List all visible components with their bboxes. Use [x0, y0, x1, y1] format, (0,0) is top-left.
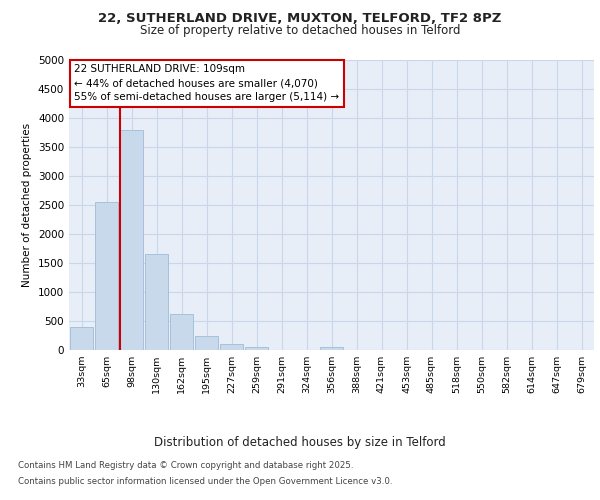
Text: Size of property relative to detached houses in Telford: Size of property relative to detached ho…: [140, 24, 460, 37]
Bar: [145, 254, 169, 350]
Bar: [194, 336, 218, 350]
Text: Distribution of detached houses by size in Telford: Distribution of detached houses by size …: [154, 436, 446, 449]
Y-axis label: Number of detached properties: Number of detached properties: [22, 123, 32, 287]
Bar: [119, 130, 143, 350]
Bar: [95, 202, 118, 350]
Text: Contains HM Land Registry data © Crown copyright and database right 2025.: Contains HM Land Registry data © Crown c…: [18, 461, 353, 470]
Bar: [220, 344, 244, 350]
Text: Contains public sector information licensed under the Open Government Licence v3: Contains public sector information licen…: [18, 477, 392, 486]
Bar: [320, 347, 343, 350]
Bar: [170, 314, 193, 350]
Text: 22 SUTHERLAND DRIVE: 109sqm
← 44% of detached houses are smaller (4,070)
55% of : 22 SUTHERLAND DRIVE: 109sqm ← 44% of det…: [74, 64, 340, 102]
Bar: [70, 327, 94, 350]
Text: 22, SUTHERLAND DRIVE, MUXTON, TELFORD, TF2 8PZ: 22, SUTHERLAND DRIVE, MUXTON, TELFORD, T…: [98, 12, 502, 26]
Bar: [245, 347, 268, 350]
